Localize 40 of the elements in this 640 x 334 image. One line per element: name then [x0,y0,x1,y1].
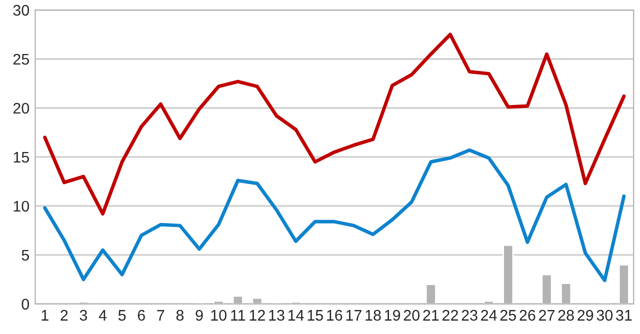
x-tick-label: 27 [539,310,554,321]
x-tick-label: 1 [42,310,48,321]
x-tick-label: 11 [231,310,246,321]
x-tick-label: 14 [288,310,304,321]
x-tick-label: 24 [481,310,497,321]
x-tick-label: 5 [118,310,126,321]
line-series [43,148,626,282]
x-tick-label: 21 [423,310,439,321]
x-tick-label: 26 [520,310,536,321]
x-tick-label: 29 [578,310,594,321]
x-tick-label: 20 [404,310,420,321]
x-tick-label: 16 [327,310,342,321]
x-tick-label: 12 [250,310,265,321]
x-tick-label: 22 [442,310,458,321]
y-tick-label: 5 [22,250,30,261]
y-tick-label: 30 [13,4,30,16]
y-tick-label: 25 [13,54,30,65]
x-tick-label: 10 [211,310,226,321]
x-tick-label: 15 [308,310,323,321]
y-tick-label: 10 [14,200,30,212]
y-tick-label: 20 [13,102,30,114]
x-tick-label: 6 [138,310,145,321]
x-tick-label: 19 [384,310,400,321]
x-tick-label: 3 [80,310,88,321]
x-tick-label: 13 [269,310,284,321]
line-series [43,32,626,216]
x-tick-label: 25 [500,310,516,321]
x-tick-label: 9 [196,310,203,321]
x-tick-label: 17 [346,310,362,321]
x-tick-label: 4 [98,310,107,321]
x-tick-label: 23 [462,310,478,321]
x-tick-label: 8 [176,310,184,321]
x-tick-label: 30 [596,310,613,321]
x-tick-label: 7 [157,310,164,321]
x-tick-label: 31 [616,310,632,321]
x-tick-label: 28 [558,310,574,321]
y-tick-label: 15 [14,152,30,163]
x-tick-label: 2 [60,310,68,321]
y-tick-label: 0 [22,298,30,310]
x-tick-label: 18 [366,310,381,321]
